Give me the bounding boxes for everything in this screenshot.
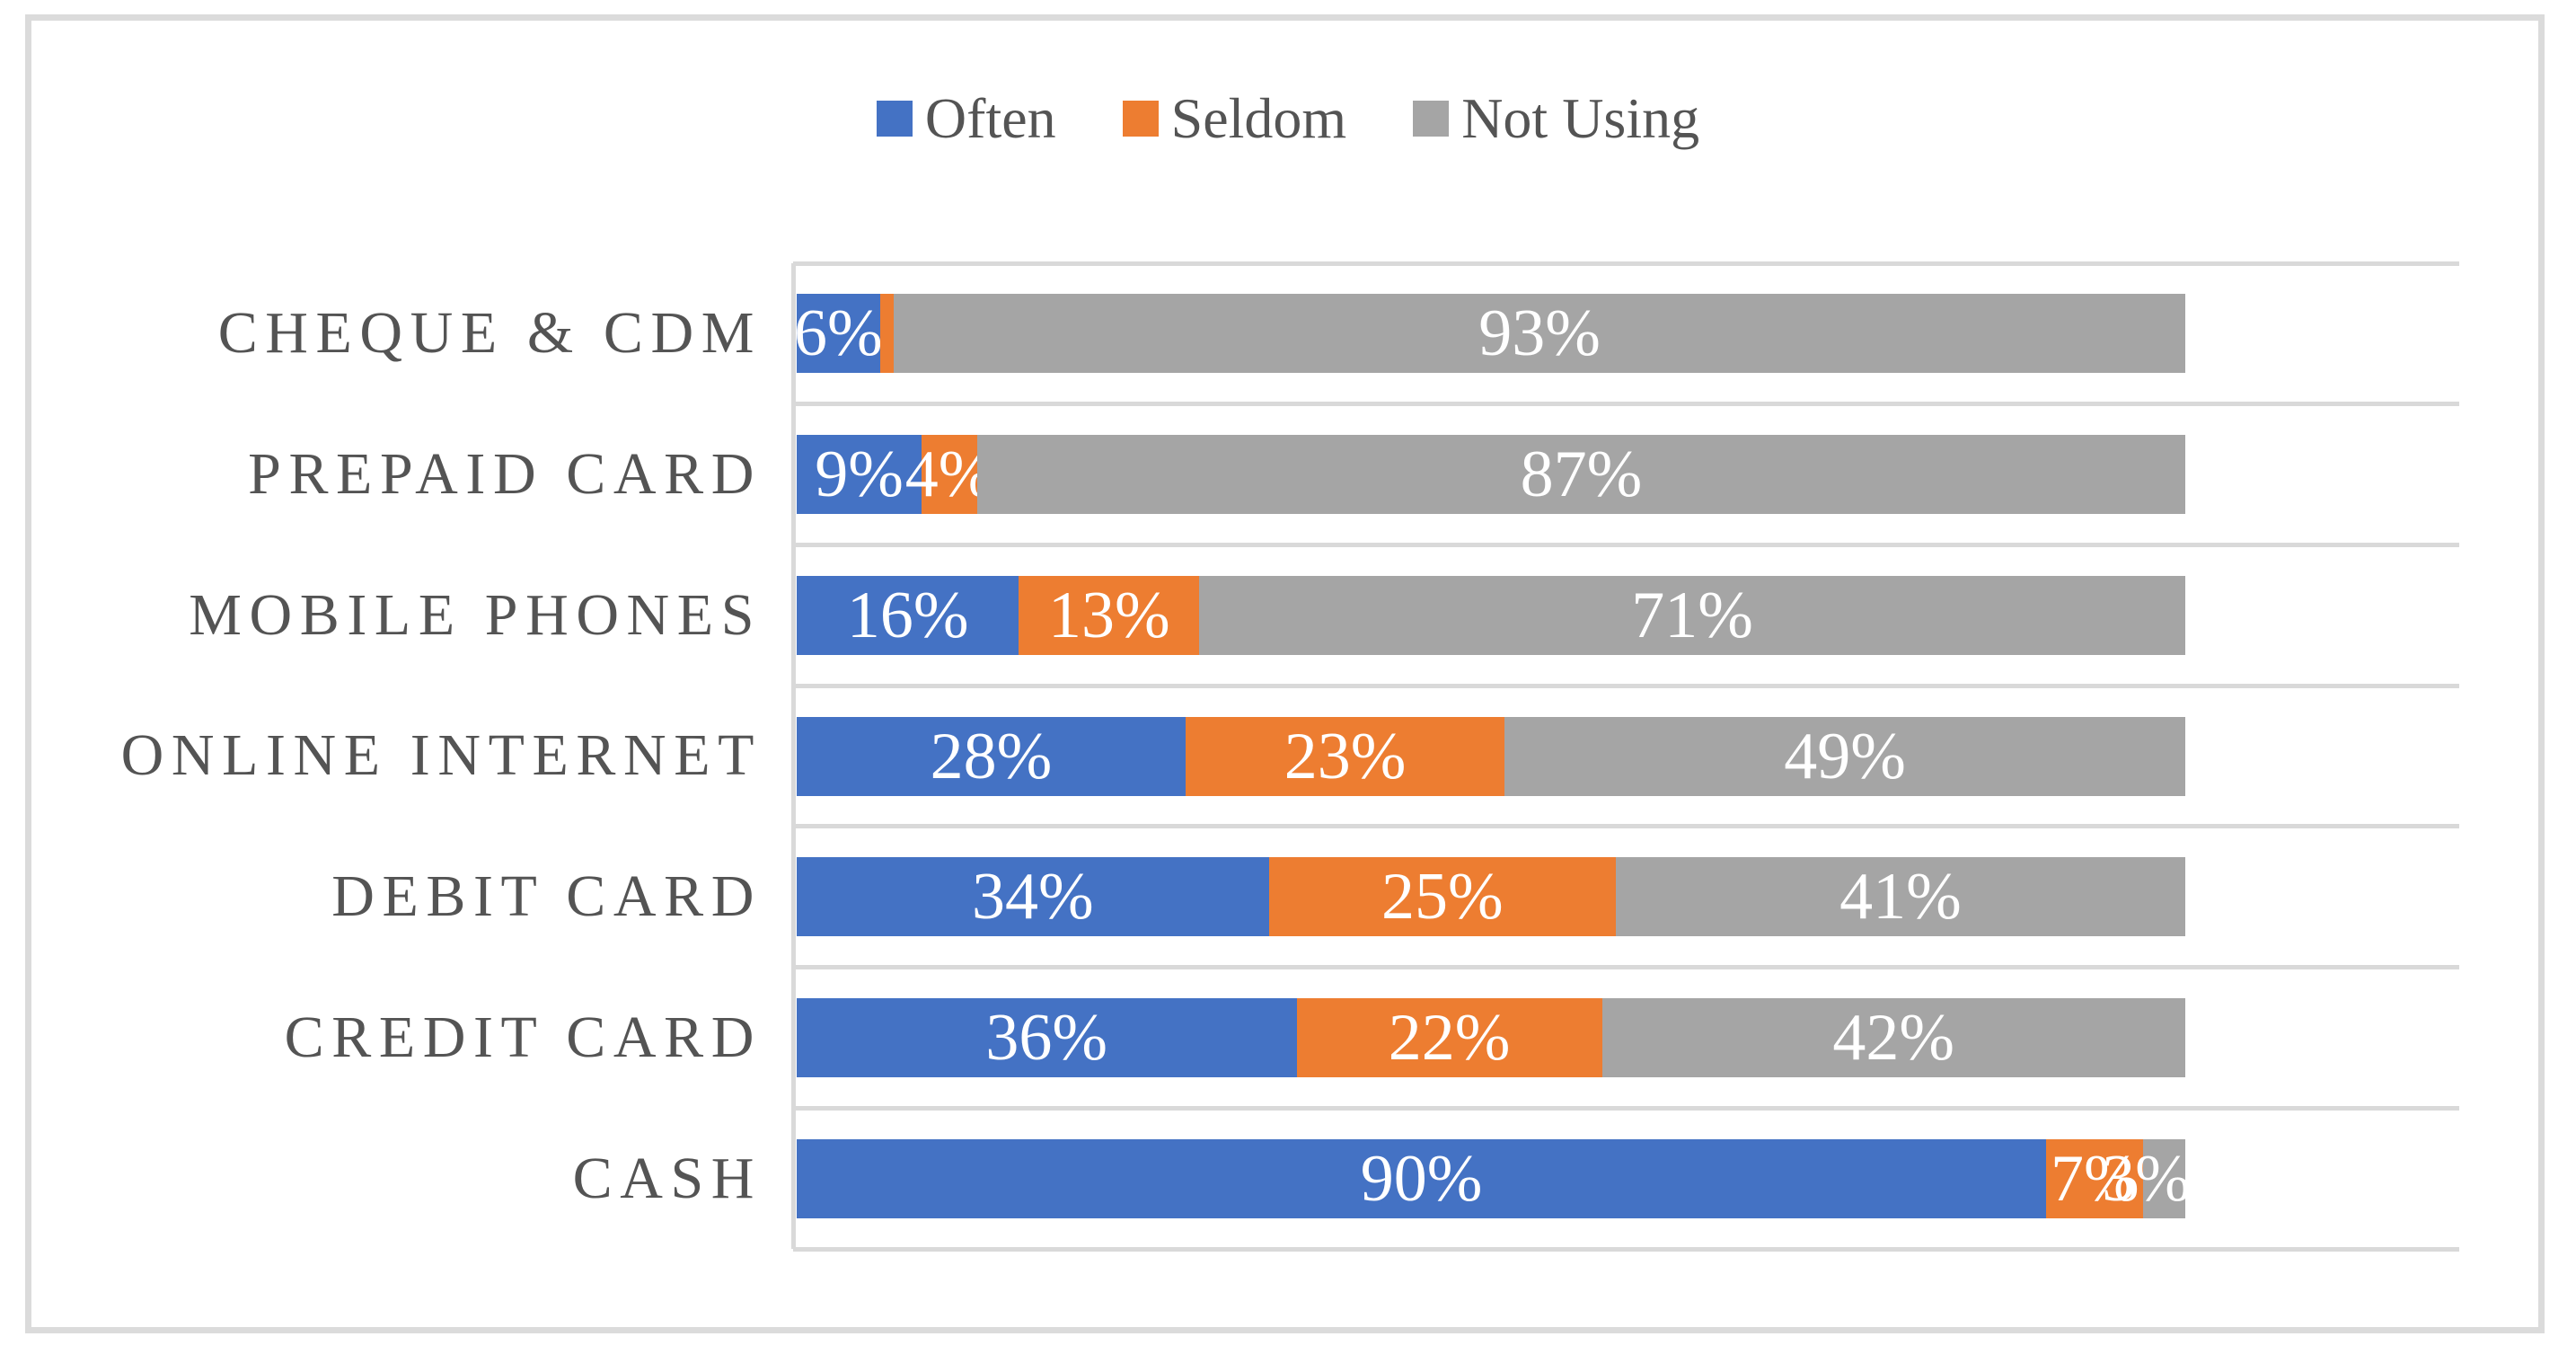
bar-segment: 87% <box>976 435 2185 515</box>
bar-data-label: 7% <box>2051 1141 2139 1216</box>
bar-segment: 90% <box>797 1138 2047 1218</box>
bar-data-label: 9% <box>815 438 904 512</box>
legend-item: Seldom <box>1122 86 1347 150</box>
bar-segment: 16% <box>797 575 1019 655</box>
gridline <box>793 965 2459 970</box>
legend-label: Not Using <box>1461 86 1700 150</box>
bar-segment: 49% <box>1504 716 2185 796</box>
legend-swatch-icon <box>876 101 913 137</box>
bar-data-label: 22% <box>1388 1000 1511 1075</box>
category-label: CASH <box>572 1145 762 1211</box>
gridline <box>793 402 2459 407</box>
legend-swatch-icon <box>1413 101 1450 137</box>
bar-data-label: 23% <box>1284 719 1407 793</box>
bar-data-label: 25% <box>1381 860 1504 934</box>
gridline <box>793 1105 2459 1111</box>
bar-data-label: 16% <box>846 578 969 652</box>
gridline <box>793 1246 2459 1252</box>
category-label: CHEQUE & CDM <box>217 300 762 367</box>
category-label: ONLINE INTERNET <box>120 722 762 789</box>
gridline <box>793 683 2459 688</box>
bar-data-label: 93% <box>1478 296 1601 371</box>
bar-segment: 4% <box>905 435 993 515</box>
bar-segment: 28% <box>797 716 1186 796</box>
bar-segment: 42% <box>1601 997 2185 1077</box>
bar-segment: 7% <box>2046 1138 2144 1218</box>
category-label: CREDIT CARD <box>284 1004 762 1070</box>
bar-segment: 41% <box>1616 857 2185 937</box>
gridline <box>793 824 2459 829</box>
bar-data-label: 71% <box>1631 578 1753 652</box>
category-axis-line <box>791 263 796 1249</box>
bar-data-label: 87% <box>1520 438 1643 512</box>
gridline <box>793 542 2459 547</box>
bar-segment: 6% <box>794 294 883 374</box>
bar-data-label: 49% <box>1784 719 1906 793</box>
plot-area: 6%1% 93% 9%4% 87% 16% 13% 71% 28% 23% 49% 34% 25% 41… <box>791 261 2459 1252</box>
bar-segment: 25% <box>1268 857 1617 937</box>
legend-item: Often <box>876 86 1056 150</box>
gridline <box>793 261 2459 266</box>
bar-segment: 9% <box>797 435 922 515</box>
bar-segment: 3% <box>2102 1138 2191 1218</box>
category-label: DEBIT CARD <box>331 863 762 930</box>
bar-data-label: 90% <box>1360 1141 1483 1216</box>
bar-segment: 22% <box>1296 997 1602 1077</box>
bar-segment: 93% <box>894 294 2185 374</box>
bar-data-label: 3% <box>2102 1141 2191 1216</box>
bar-data-label: 6% <box>794 296 883 371</box>
category-label: PREPAID CARD <box>248 441 762 508</box>
bar-data-label: 13% <box>1047 578 1170 652</box>
chart-legend: Often Seldom Not Using <box>0 90 2576 147</box>
bar-data-label: 36% <box>985 1000 1108 1075</box>
category-label: MOBILE PHONES <box>189 581 762 648</box>
bar-data-label: 41% <box>1839 860 1962 934</box>
bar-data-label: 28% <box>930 719 1053 793</box>
bar-segment: 1% <box>879 294 993 374</box>
bar-segment: 71% <box>1199 575 2185 655</box>
legend-label: Often <box>924 86 1056 150</box>
bar-data-label: 34% <box>971 860 1094 934</box>
bar-segment: 13% <box>1019 575 1200 655</box>
figure-frame <box>25 14 2545 1333</box>
bar-segment: 34% <box>797 857 1269 937</box>
bar-segment: 23% <box>1185 716 1505 796</box>
legend-label: Seldom <box>1170 86 1347 150</box>
legend-swatch-icon <box>1122 101 1159 137</box>
legend-item: Not Using <box>1413 90 1699 147</box>
bar-segment: 36% <box>797 997 1297 1077</box>
bar-data-label: 42% <box>1832 1000 1955 1075</box>
